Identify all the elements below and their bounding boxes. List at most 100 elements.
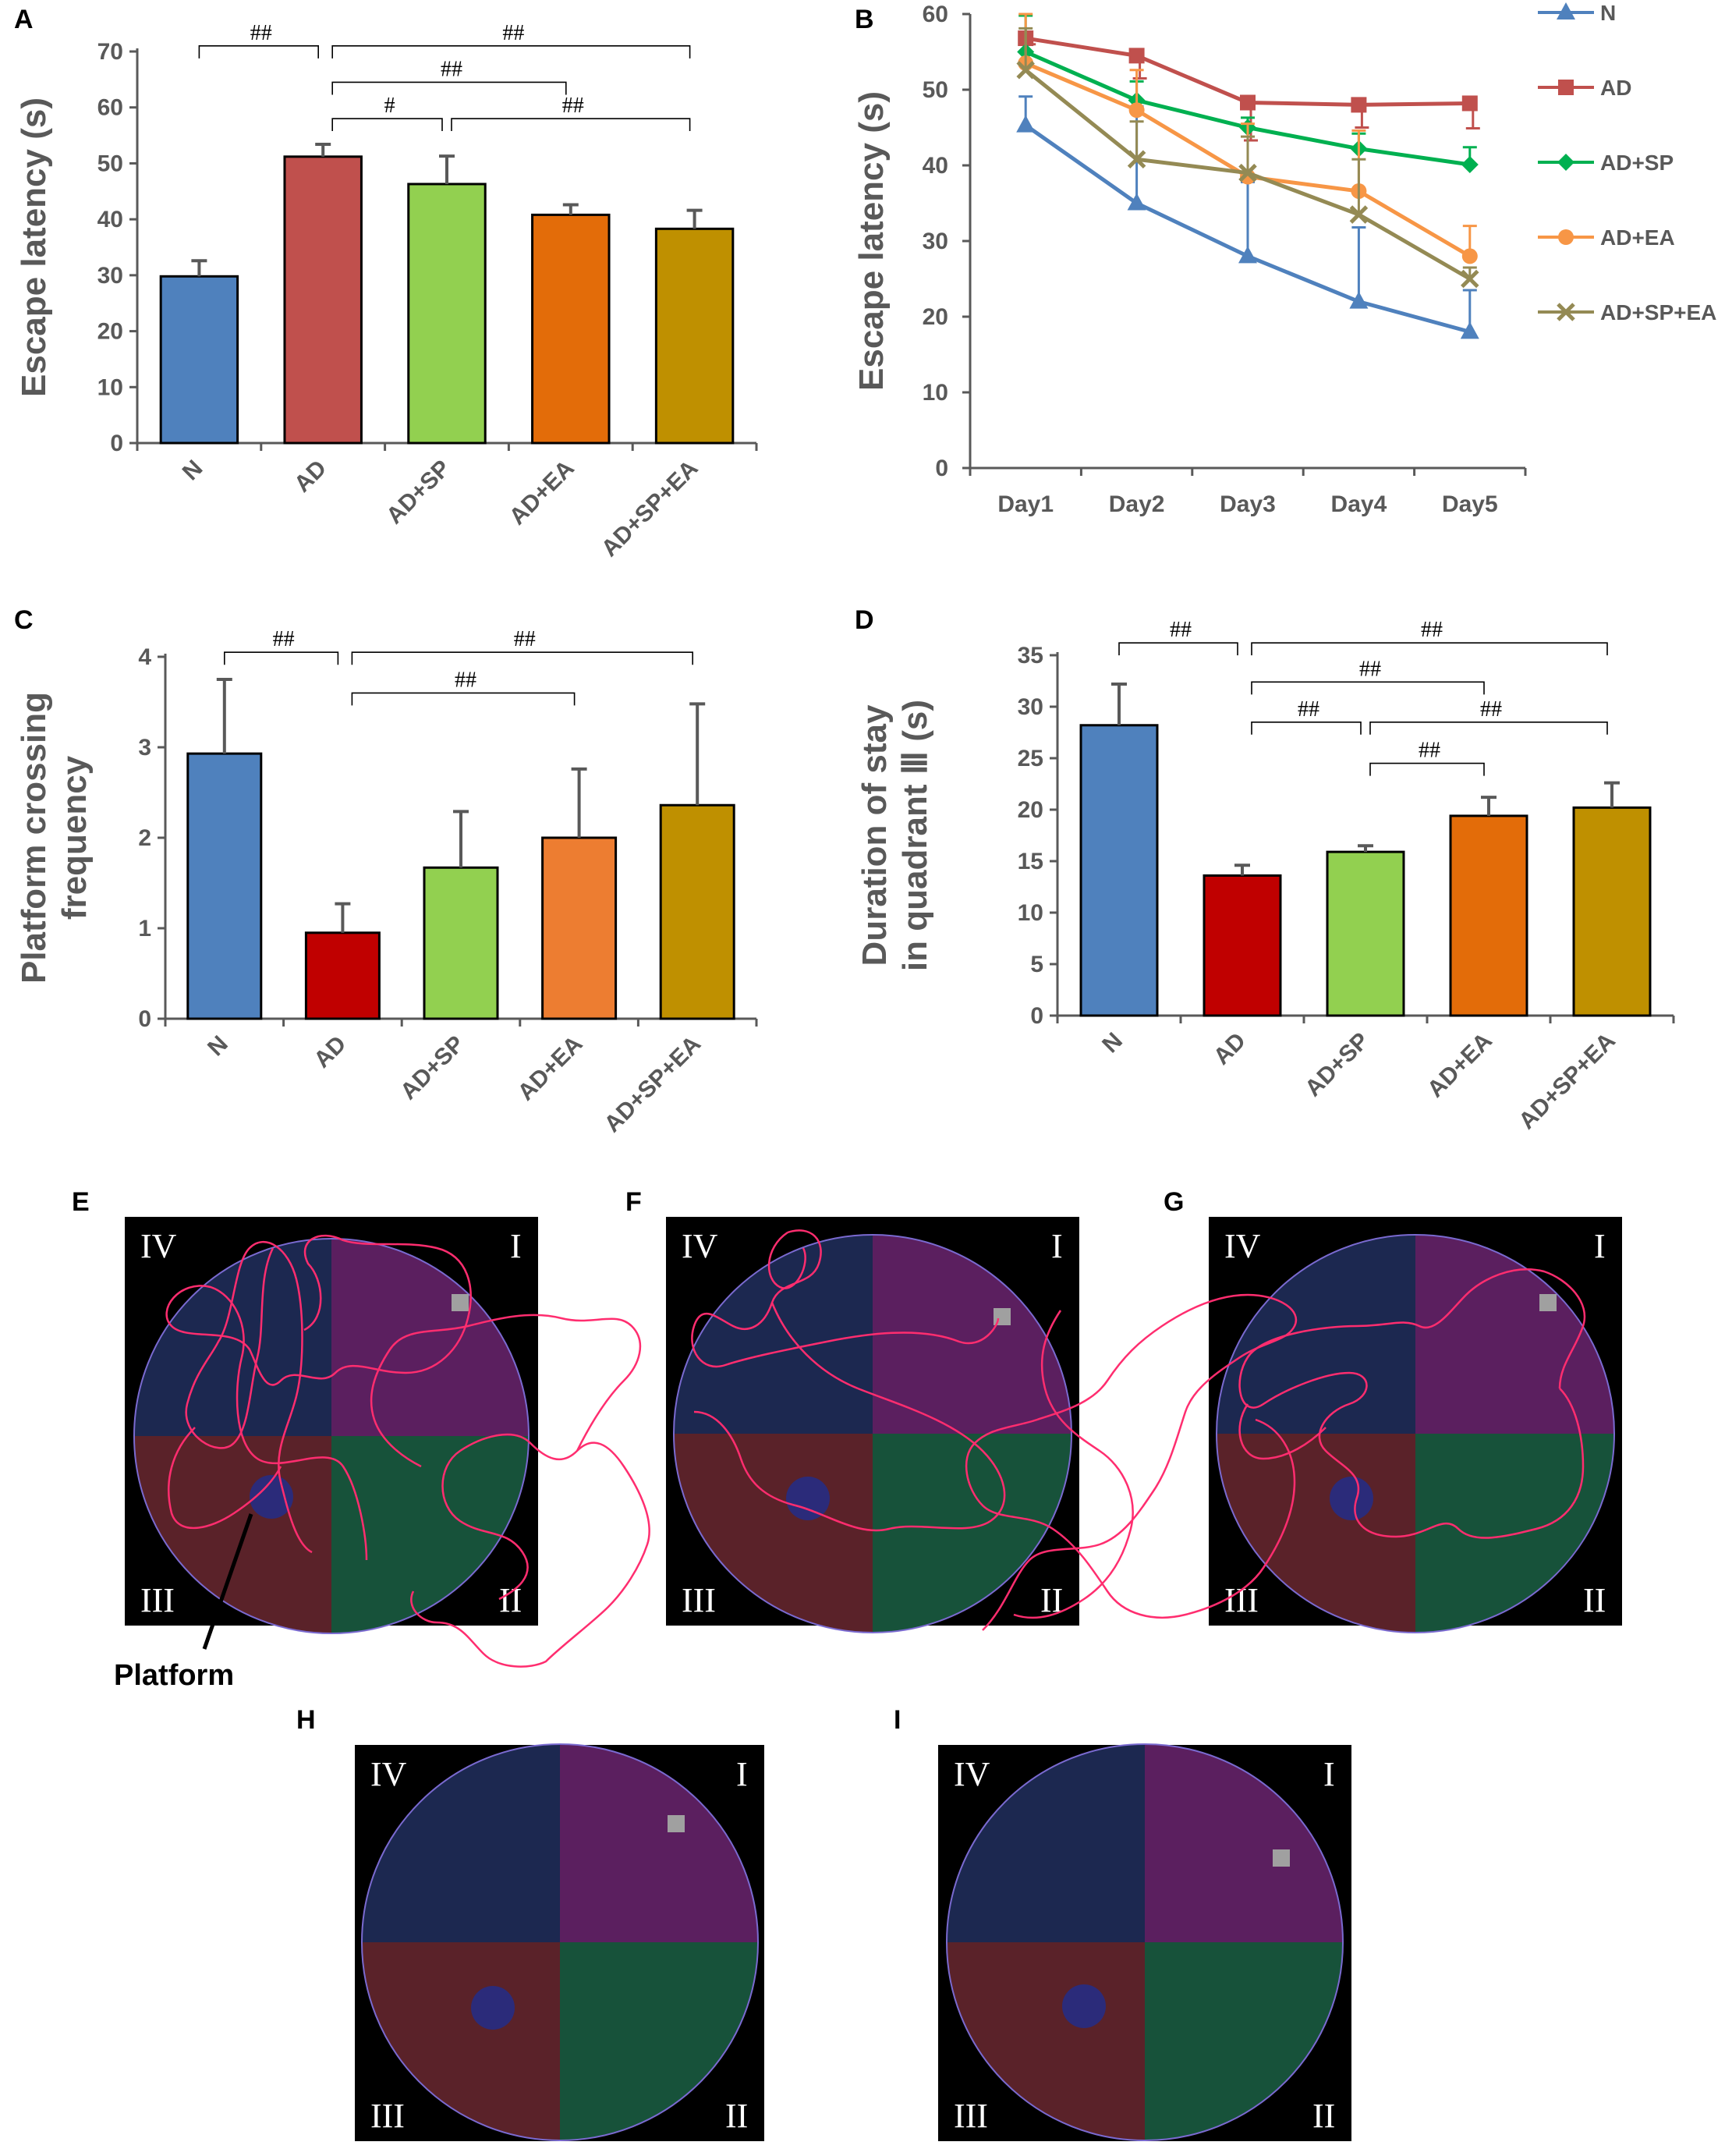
quadrant-label-i: I [1594, 1227, 1606, 1265]
significance-label: ## [1359, 657, 1381, 681]
quadrant-label-iii: III [1224, 1581, 1259, 1619]
bar [531, 213, 611, 445]
y-tick-label: 0 [1030, 1003, 1043, 1029]
legend-label: AD [1600, 76, 1631, 100]
y-tick-label: 30 [1018, 694, 1043, 720]
panel-letter-h: H [296, 1705, 316, 1735]
quadrant-label-ii: II [725, 2097, 748, 2135]
y-axis-title-line: Duration of stay [855, 704, 894, 966]
data-point [1128, 102, 1145, 119]
quadrant-label-iii: III [370, 2097, 405, 2135]
bar [186, 752, 263, 1020]
panel-letter-a: A [14, 5, 34, 34]
x-tick-label: AD+SP+EA [600, 1031, 707, 1138]
y-tick-label: 10 [923, 380, 948, 406]
y-tick-label: 20 [1018, 797, 1043, 823]
start-marker [668, 1815, 685, 1832]
y-tick-label: 10 [97, 374, 123, 400]
legend-label: AD+SP [1600, 151, 1674, 175]
significance-bracket [351, 692, 576, 706]
significance-bracket [331, 81, 567, 95]
chart-a-escape-latency-bar: Escape latency (s) 0 10 20 30 40 50 60 70 N AD AD+S… [15, 21, 758, 562]
quadrant-iv [674, 1235, 873, 1434]
significance-label: ## [1480, 697, 1502, 722]
pool-outline [946, 1743, 1344, 2141]
quadrant-ii [560, 1942, 758, 2140]
y-axis-title-line: frequency [55, 755, 94, 920]
significance-label: ## [455, 668, 476, 692]
x-tick-label: Day2 [1109, 491, 1165, 517]
significance-label: ## [1298, 697, 1319, 722]
data-point [1238, 163, 1257, 183]
data-point [1461, 95, 1478, 112]
quadrant-label-ii: II [1312, 2097, 1335, 2135]
quadrant-label-iv: IV [140, 1227, 177, 1265]
pool-outline [133, 1238, 530, 1634]
legend-marker [1557, 303, 1575, 321]
quadrant-label-i: I [1051, 1227, 1063, 1265]
panel-letter-c: C [14, 605, 34, 635]
quadrant-label-iii: III [682, 1581, 716, 1619]
quadrant-i [1415, 1235, 1614, 1434]
platform-circle [1062, 1984, 1106, 2028]
x-tick-label: AD [289, 456, 331, 498]
quadrant-label-iv: IV [370, 1755, 407, 1793]
x-tick-label: AD+EA [513, 1031, 588, 1106]
quadrant-label-ii: II [1583, 1581, 1606, 1619]
bar [1326, 850, 1405, 1017]
bar [283, 155, 363, 445]
data-point [1349, 291, 1369, 309]
x-tick-label: AD+SP [381, 456, 455, 530]
y-tick-label: 20 [97, 319, 123, 345]
significance-label: ## [250, 21, 272, 45]
start-marker [1539, 1294, 1557, 1311]
legend-marker [1557, 154, 1574, 171]
y-tick-label: 60 [923, 2, 948, 27]
x-tick-label: AD+SP+EA [1514, 1028, 1621, 1135]
swim-track [691, 1229, 1006, 1532]
significance-label: ## [514, 627, 536, 651]
bar [541, 836, 618, 1020]
panel-letter-b: B [855, 5, 874, 34]
y-tick-label: 70 [97, 39, 123, 65]
y-axis-title: Escape latency (s) [15, 98, 53, 397]
x-tick-label: AD [309, 1031, 351, 1073]
quadrant-iii [362, 1942, 560, 2140]
bar [304, 931, 381, 1020]
x-tick-label: N [203, 1031, 233, 1062]
data-point [1460, 321, 1479, 339]
x-tick-label: AD+EA [1422, 1028, 1497, 1103]
y-axis-title-line: in quadrant Ⅲ (s) [896, 700, 934, 971]
x-tick-label: N [178, 456, 208, 486]
quadrant-ii [1145, 1942, 1343, 2140]
significance-bracket [198, 45, 319, 59]
data-point [1128, 48, 1145, 64]
chart-d-duration-quadrant-bar: Duration of stay in quadrant Ⅲ (s) 0 5 10 15 2… [855, 618, 1675, 1135]
bar [1449, 814, 1528, 1017]
x-tick-label: AD [1209, 1028, 1251, 1070]
pool-outline [361, 1743, 759, 2141]
y-tick-label: 35 [1018, 643, 1043, 668]
y-tick-label: 10 [1018, 900, 1043, 926]
quadrant-i [331, 1239, 529, 1436]
bar [1079, 724, 1159, 1017]
significance-bracket [224, 651, 339, 665]
quadrant-i [1145, 1744, 1343, 1942]
panel-letter-i: I [894, 1705, 901, 1735]
bar [407, 183, 487, 445]
y-tick-label: 0 [110, 431, 123, 456]
data-point [1240, 94, 1256, 111]
panel-letter-f: F [625, 1187, 642, 1217]
y-tick-label: 5 [1030, 952, 1043, 977]
quadrant-iv [362, 1744, 560, 1942]
platform-circle [1330, 1477, 1373, 1520]
start-marker [1273, 1849, 1290, 1867]
bar [1203, 874, 1282, 1017]
bar [659, 803, 735, 1020]
y-axis-title-line: Platform crossing [15, 692, 53, 984]
